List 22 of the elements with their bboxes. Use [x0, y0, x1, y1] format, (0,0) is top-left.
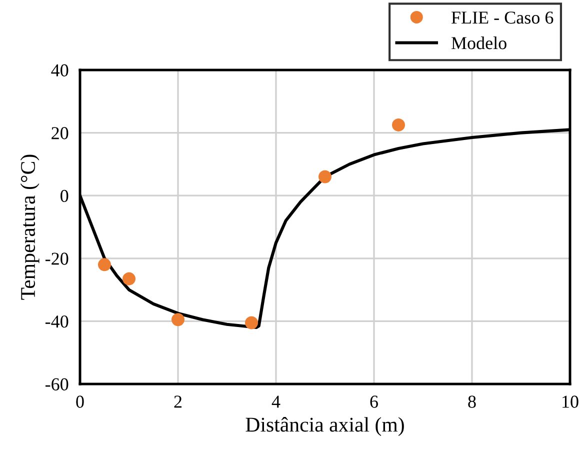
point [122, 272, 136, 286]
point [171, 313, 185, 326]
y-tick-label: 0 [60, 190, 68, 202]
x-tick-label: 2 [174, 396, 182, 408]
y-tick-label: 40 [51, 64, 68, 76]
point [98, 258, 112, 272]
legend-label: Modelo [451, 36, 506, 50]
legend-label: FLIE - Caso 6 [451, 12, 554, 24]
x-tick-label: 4 [272, 396, 280, 408]
point [392, 118, 406, 132]
x-tick-label: 6 [370, 396, 378, 408]
y-tick-label: 20 [52, 127, 68, 140]
x-tick-label: 0 [76, 396, 84, 408]
point [318, 170, 332, 184]
y-tick-label: -60 [45, 378, 68, 390]
x-axis-title: Distância axial (m) [246, 417, 404, 436]
y-tick-label: -40 [45, 315, 68, 328]
x-tick-label: 8 [468, 396, 476, 408]
y-axis-title: Temperatura (°C) [20, 154, 40, 300]
point [244, 316, 258, 330]
y-tick-label: -20 [45, 252, 68, 265]
x-tick-label: 10 [562, 396, 578, 408]
